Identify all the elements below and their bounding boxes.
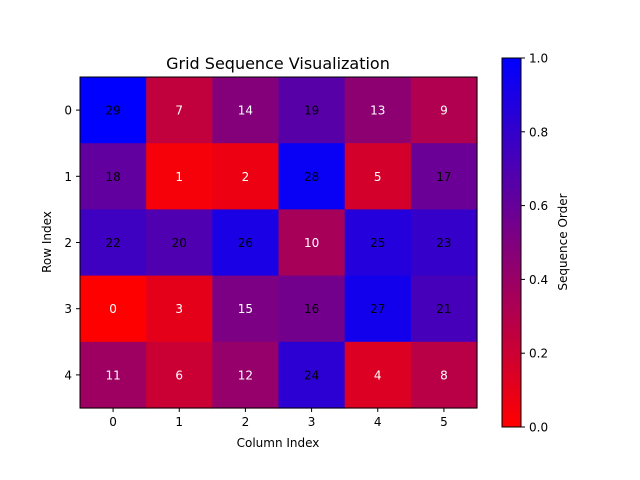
- heatmap-cell-label: 29: [105, 104, 120, 118]
- heatmap-cell-label: 20: [172, 236, 187, 250]
- heatmap-cell: [80, 143, 147, 210]
- y-tick-label: 0: [64, 104, 72, 118]
- heatmap-cell-label: 2: [242, 170, 250, 184]
- heatmap-cell: [344, 341, 412, 409]
- heatmap-cell-label: 5: [374, 170, 382, 184]
- heatmap-cell-label: 14: [238, 104, 253, 118]
- heatmap-cell-label: 19: [304, 104, 319, 118]
- heatmap-cell-label: 3: [175, 302, 183, 316]
- heatmap-cell-label: 17: [436, 170, 451, 184]
- heatmap-cell-label: 22: [105, 236, 120, 250]
- heatmap-cell-label: 11: [105, 368, 120, 382]
- heatmap-cell: [344, 77, 412, 144]
- colorbar-tick-label: 0.6: [529, 199, 548, 213]
- heatmap-cell: [146, 209, 213, 277]
- heatmap-cell-label: 28: [304, 170, 319, 184]
- heatmap-cell: [410, 143, 478, 210]
- heatmap-cell: [410, 275, 478, 343]
- colorbar-tick-label: 0.8: [529, 125, 548, 139]
- x-tick-label: 0: [109, 415, 117, 429]
- x-tick-label: 5: [440, 415, 448, 429]
- x-tick-label: 2: [242, 415, 250, 429]
- heatmap-cell: [212, 143, 280, 210]
- heatmap-cell: [410, 341, 478, 409]
- heatmap-cell: [344, 275, 412, 343]
- heatmap-cell: [80, 209, 147, 277]
- heatmap-cell-label: 9: [440, 104, 448, 118]
- heatmap-cell-label: 21: [436, 302, 451, 316]
- colorbar: [501, 57, 522, 428]
- heatmap-cell: [278, 143, 346, 210]
- heatmap-cell-label: 27: [370, 302, 385, 316]
- heatmap-cell: [146, 341, 213, 409]
- colorbar-tick-label: 0.4: [529, 273, 548, 287]
- heatmap-cell: [344, 143, 412, 210]
- heatmap-cell: [212, 77, 280, 144]
- heatmap-cell-label: 7: [175, 104, 183, 118]
- heatmap-cell-label: 26: [238, 236, 253, 250]
- heatmap-cell: [344, 209, 412, 277]
- colorbar-tick-label: 1.0: [529, 52, 548, 66]
- heatmap-cell-label: 4: [374, 368, 382, 382]
- heatmap-cell-label: 13: [370, 104, 385, 118]
- heatmap-cell-label: 1: [175, 170, 183, 184]
- y-tick-label: 4: [64, 368, 72, 382]
- x-tick-label: 3: [308, 415, 316, 429]
- heatmap-cell: [278, 275, 346, 343]
- heatmap-cell-label: 16: [304, 302, 319, 316]
- heatmap-cell: [146, 275, 213, 343]
- heatmap-cell-label: 23: [436, 236, 451, 250]
- y-tick-label: 3: [64, 302, 72, 316]
- x-axis-label: Column Index: [237, 436, 320, 450]
- heatmap-cell: [212, 341, 280, 409]
- heatmap-cell: [278, 209, 346, 277]
- y-axis-label: Row Index: [40, 211, 54, 273]
- heatmap-cell: [278, 341, 346, 409]
- heatmap-cell-label: 6: [175, 368, 183, 382]
- heatmap-cells: [80, 77, 478, 409]
- colorbar-ticks: 0.0 0.2 0.4 0.6 0.8 1.0: [521, 52, 548, 435]
- heatmap-cell: [410, 77, 478, 144]
- x-tick-label: 1: [175, 415, 183, 429]
- colorbar-label: Sequence Order: [556, 193, 570, 290]
- heatmap-cell: [410, 209, 478, 277]
- chart-title: Grid Sequence Visualization: [166, 54, 390, 73]
- heatmap-cell-label: 12: [238, 368, 253, 382]
- heatmap-cell-label: 18: [105, 170, 120, 184]
- heatmap-cell: [146, 77, 213, 144]
- x-tick-label: 4: [374, 415, 382, 429]
- heatmap-cell-label: 8: [440, 368, 448, 382]
- x-axis-ticks: 0 1 2 3 4 5: [109, 408, 448, 429]
- heatmap-cell: [212, 209, 280, 277]
- heatmap-cell: [80, 275, 147, 343]
- heatmap-cell-label: 24: [304, 368, 319, 382]
- heatmap-cell: [212, 275, 280, 343]
- y-tick-label: 1: [64, 170, 72, 184]
- y-axis-ticks: 0 1 2 3 4: [64, 104, 80, 382]
- heatmap-cell-label: 25: [370, 236, 385, 250]
- heatmap-cell-label: 15: [238, 302, 253, 316]
- heatmap-cell-label: 0: [109, 302, 117, 316]
- heatmap-cell: [80, 341, 147, 409]
- y-tick-label: 2: [64, 236, 72, 250]
- colorbar-tick-label: 0.2: [529, 347, 548, 361]
- colorbar-tick-label: 0.0: [529, 421, 548, 435]
- heatmap-cell-label: 10: [304, 236, 319, 250]
- heatmap-cell: [146, 143, 213, 210]
- heatmap-cell: [278, 77, 346, 144]
- heatmap-cell: [80, 77, 147, 144]
